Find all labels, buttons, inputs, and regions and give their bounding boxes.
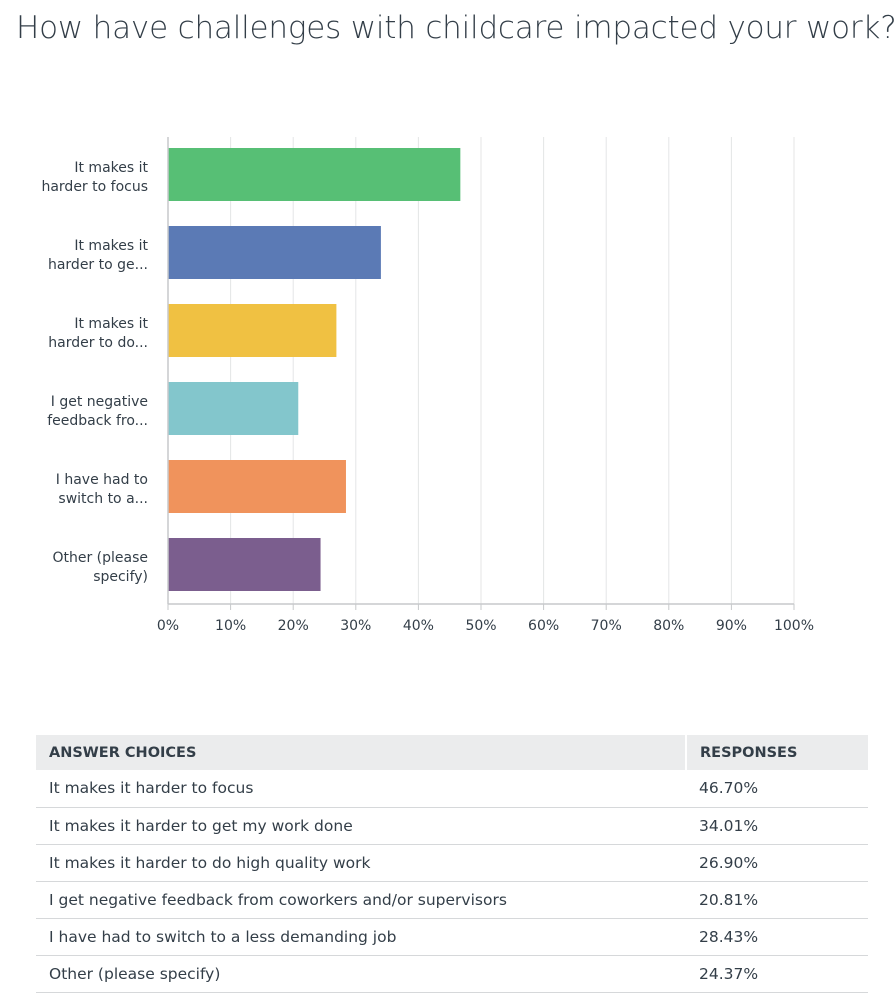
- table-row: Other (please specify) 24.37%: [36, 955, 894, 993]
- answer-choice-cell: I have had to switch to a less demanding…: [36, 918, 687, 956]
- category-label: harder to do...: [48, 335, 148, 351]
- table-row: It makes it harder to get my work done 3…: [36, 807, 894, 845]
- bar-chart: It makes it harder to focus It makes it har…: [41, 137, 814, 634]
- table-row: I get negative feedback from coworkers a…: [36, 881, 894, 919]
- category-label: feedback fro...: [47, 413, 148, 429]
- row-spacer: [868, 807, 894, 844]
- category-labels: It makes it harder to focus It makes it har…: [41, 160, 148, 585]
- category-label: harder to ge...: [48, 257, 148, 273]
- category-label: I have had to: [56, 472, 148, 488]
- response-cell: 26.90%: [686, 844, 868, 882]
- x-tick-label: 20%: [278, 618, 309, 634]
- category-label: I get negative: [51, 394, 148, 410]
- header-responses: RESPONSES: [686, 735, 868, 770]
- table-row: I have had to switch to a less demanding…: [36, 918, 894, 956]
- category-label: Other (please: [52, 550, 148, 566]
- category-label: specify): [93, 569, 148, 585]
- question-title: How have challenges with childcare impac…: [16, 10, 894, 46]
- response-cell: 46.70%: [686, 770, 868, 808]
- bar: [168, 148, 461, 201]
- bar: [168, 538, 321, 591]
- x-tick-label: 50%: [465, 618, 496, 634]
- answer-choice-cell: It makes it harder to get my work done: [36, 807, 687, 845]
- header-answer-choices: ANSWER CHOICES: [36, 735, 688, 770]
- category-label: harder to focus: [41, 179, 148, 195]
- row-spacer: [868, 881, 894, 918]
- answer-choice-cell: I get negative feedback from coworkers a…: [36, 881, 687, 919]
- bar: [168, 304, 337, 357]
- response-cell: 20.81%: [686, 881, 868, 919]
- results-table: ANSWER CHOICES RESPONSES It makes it har…: [36, 735, 894, 993]
- bar: [168, 226, 381, 279]
- bar: [168, 382, 299, 435]
- category-label: It makes it: [74, 316, 148, 332]
- x-tick-label: 60%: [528, 618, 559, 634]
- x-tick-label: 70%: [591, 618, 622, 634]
- category-label: It makes it: [74, 238, 148, 254]
- answer-choice-cell: It makes it harder to do high quality wo…: [36, 844, 687, 882]
- axes: [167, 137, 795, 610]
- table-header-row: ANSWER CHOICES RESPONSES: [36, 735, 894, 770]
- answer-choice-cell: Other (please specify): [36, 955, 687, 993]
- x-tick-label: 90%: [716, 618, 747, 634]
- category-label: It makes it: [74, 160, 148, 176]
- category-label: switch to a...: [58, 491, 148, 507]
- row-spacer: [868, 918, 894, 955]
- table-row: It makes it harder to do high quality wo…: [36, 844, 894, 882]
- x-tick-label: 100%: [774, 618, 814, 634]
- table-row: It makes it harder to focus 46.70%: [36, 770, 894, 808]
- response-cell: 34.01%: [686, 807, 868, 845]
- x-tick-labels: 0% 10% 20% 30% 40% 50% 60% 70% 80% 90% 100%: [157, 618, 814, 634]
- response-cell: 28.43%: [686, 918, 868, 956]
- bars: [168, 148, 461, 591]
- gridlines: [230, 137, 795, 604]
- x-tick-label: 80%: [653, 618, 684, 634]
- answer-choice-cell: It makes it harder to focus: [36, 770, 687, 808]
- row-spacer: [868, 844, 894, 881]
- x-tick-label: 10%: [215, 618, 246, 634]
- response-cell: 24.37%: [686, 955, 868, 993]
- bar: [168, 460, 346, 513]
- x-tick-label: 40%: [403, 618, 434, 634]
- row-spacer: [868, 955, 894, 992]
- x-tick-label: 30%: [340, 618, 371, 634]
- x-tick-label: 0%: [157, 618, 179, 634]
- row-spacer: [868, 770, 894, 807]
